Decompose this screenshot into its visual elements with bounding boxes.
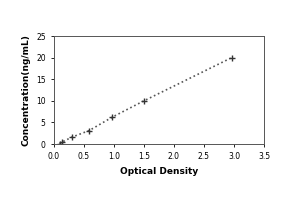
X-axis label: Optical Density: Optical Density: [120, 167, 198, 176]
Y-axis label: Concentration(ng/mL): Concentration(ng/mL): [22, 34, 31, 146]
